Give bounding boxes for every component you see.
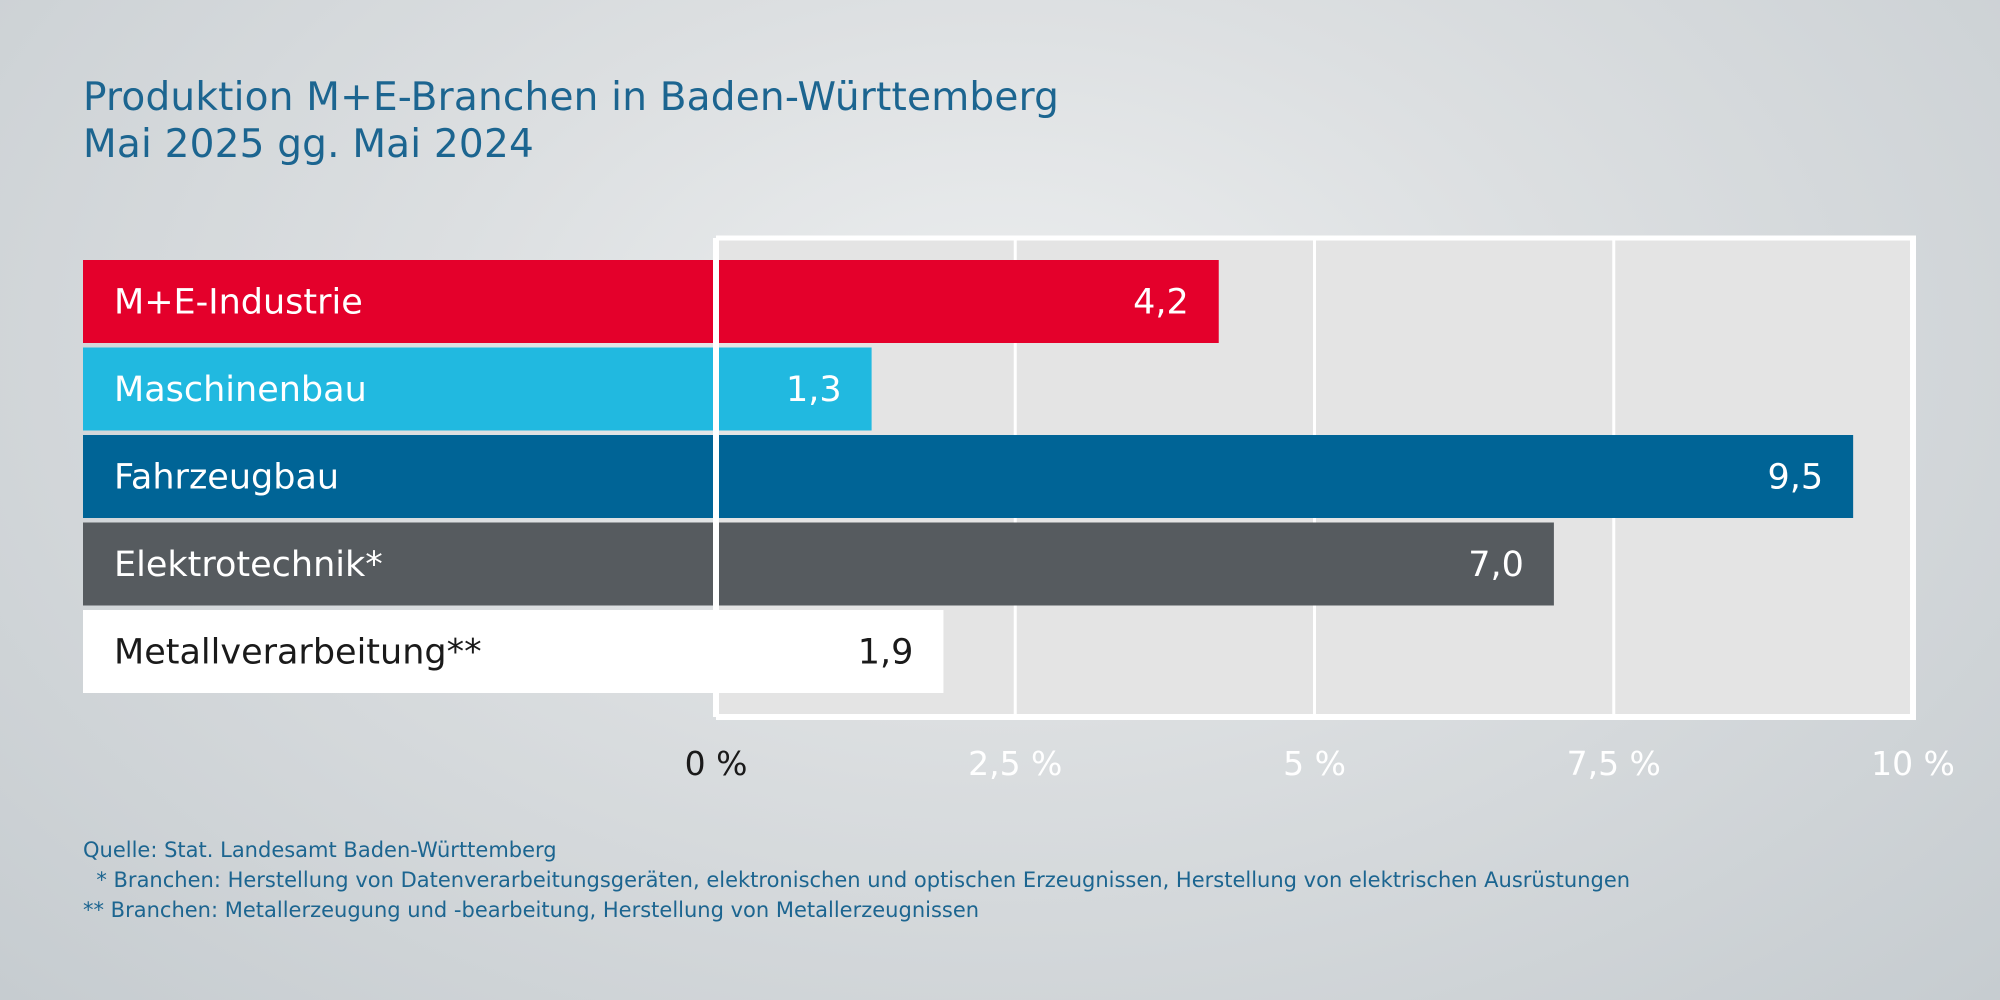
source-note: Quelle: Stat. Landesamt Baden-Württember… <box>83 838 557 862</box>
bar-3 <box>83 522 1554 606</box>
x-tick-label-3: 7,5 % <box>1567 744 1661 783</box>
value-label-3: 7,0 <box>1468 545 1524 585</box>
footnote-double-star: ** Branchen: Metallerzeugung und -bearbe… <box>83 898 980 922</box>
x-tick-label-1: 2,5 % <box>968 744 1062 783</box>
footnotes: Quelle: Stat. Landesamt Baden-Württember… <box>83 835 1630 925</box>
chart-subtitle: Mai 2025 gg. Mai 2024 <box>83 122 534 167</box>
x-tick-label-4: 10 % <box>1871 744 1955 783</box>
value-label-1: 1,3 <box>786 370 842 410</box>
chart-title-line1: Produktion M+E-Branchen in Baden-Württem… <box>83 75 1060 120</box>
bar-4 <box>83 610 944 693</box>
category-label-1: Maschinenbau <box>114 370 367 410</box>
value-label-2: 9,5 <box>1767 458 1823 498</box>
category-label-3: Elektrotechnik* <box>114 545 383 585</box>
category-label-4: Metallverarbeitung** <box>114 633 482 673</box>
bar-2 <box>83 435 1854 518</box>
x-tick-label-2: 5 % <box>1283 744 1346 783</box>
value-label-0: 4,2 <box>1133 283 1189 323</box>
footnote-single-star: * Branchen: Herstellung von Datenverarbe… <box>83 868 1631 892</box>
category-label-2: Fahrzeugbau <box>114 458 339 498</box>
bar-1 <box>83 347 872 431</box>
x-tick-label-0: 0 % <box>685 744 748 783</box>
bar-0 <box>83 260 1219 343</box>
chart-title: Produktion M+E-Branchen in Baden-Württem… <box>83 74 1059 168</box>
value-label-4: 1,9 <box>858 633 914 673</box>
category-label-0: M+E-Industrie <box>114 283 363 323</box>
